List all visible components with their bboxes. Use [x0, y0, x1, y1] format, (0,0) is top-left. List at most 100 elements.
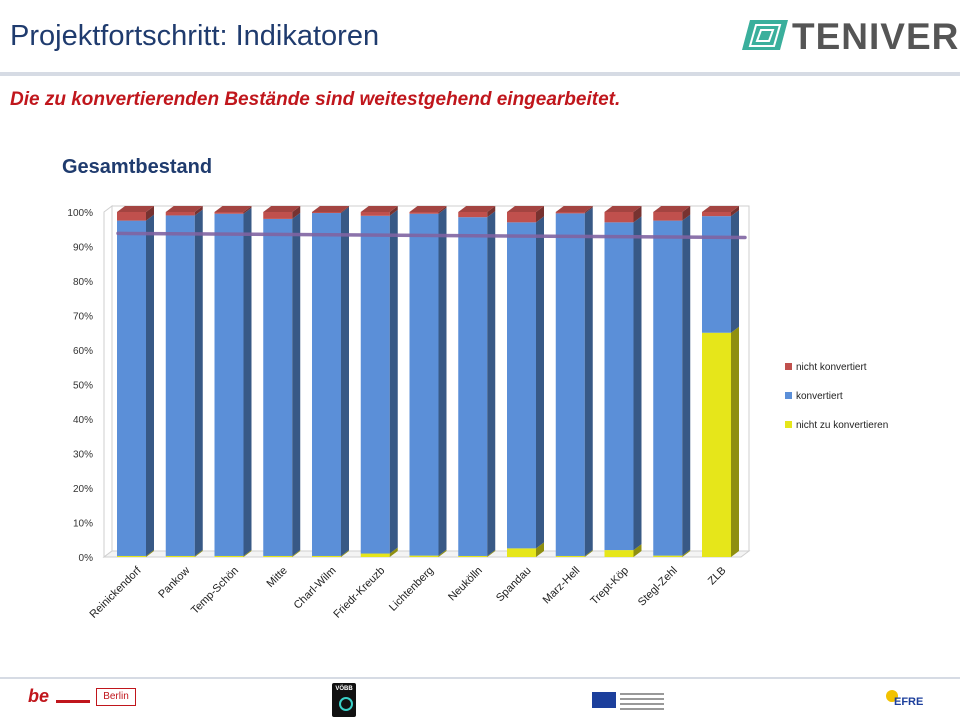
- bar-top-face: [117, 206, 154, 212]
- bar-segment-side: [487, 549, 496, 557]
- teniver-logo-mark: [742, 20, 788, 50]
- bar-segment-front: [312, 213, 341, 556]
- bar-segment-side: [243, 207, 252, 556]
- bar-segment-side: [389, 209, 398, 554]
- bar-top-face: [653, 206, 691, 212]
- bar-segment: [458, 211, 496, 556]
- bar-segment: [458, 206, 496, 218]
- bar-segment-front: [214, 213, 244, 556]
- bar-segment: [555, 207, 593, 556]
- bar-top-face: [702, 206, 739, 212]
- bar-segment: [702, 206, 739, 217]
- bar-segment-front: [214, 212, 244, 214]
- be-berlin-logo: be Berlin: [28, 684, 138, 708]
- chart-legend: nicht konvertiert konvertiert nicht zu kon…: [785, 362, 888, 431]
- bar-segment-side: [194, 209, 203, 556]
- x-tick-label: Mitte: [265, 565, 290, 590]
- bar-segment: [653, 206, 691, 221]
- bar-segment: [312, 206, 349, 214]
- efre-logo-text: EFRE: [894, 696, 924, 708]
- bar-segment-side: [487, 206, 496, 218]
- y-tick-label: 30%: [73, 450, 93, 461]
- bar-segment-front: [555, 212, 585, 214]
- bar-segment-front: [507, 548, 536, 557]
- bar-segment-front: [458, 217, 488, 556]
- slide-subtitle: Die zu konvertierenden Bestände sind wei…: [10, 89, 621, 110]
- legend-item: konvertiert: [785, 391, 843, 402]
- bar-segment: [312, 549, 349, 557]
- bar-segment: [165, 206, 203, 216]
- bar-segment-front: [653, 220, 683, 556]
- x-tick-label: Friedr-Kreuzb: [331, 565, 387, 621]
- bar-segment-front: [165, 215, 195, 556]
- header-divider: [0, 72, 960, 76]
- bar-segment: [117, 214, 154, 556]
- bar-segment-side: [584, 206, 593, 214]
- bar-segment: [507, 206, 544, 223]
- bar-top-face: [263, 206, 301, 212]
- bar-segment: [360, 209, 398, 554]
- bar-segment-front: [507, 222, 536, 549]
- y-tick-label: 50%: [73, 381, 93, 392]
- bar-segment-front: [263, 555, 293, 557]
- page-title: Projektfortschritt: Indikatoren: [10, 20, 380, 52]
- bar-segment-front: [555, 555, 585, 557]
- bar-segment-front: [702, 332, 731, 557]
- bar-top-face: [214, 206, 252, 212]
- bar-segment: [604, 544, 642, 557]
- bar-segment: [214, 206, 252, 214]
- bar-segment-side: [292, 212, 301, 556]
- x-tick-label: Charl-Wilm: [292, 565, 339, 612]
- bar-segment-side: [487, 211, 496, 556]
- legend-swatch: [785, 421, 792, 428]
- bar-segment-front: [312, 555, 341, 557]
- bar-segment: [555, 549, 593, 557]
- y-tick-label: 10%: [73, 519, 93, 530]
- bar-segment-front: [165, 212, 195, 216]
- y-tick-label: 80%: [73, 277, 93, 288]
- bar-segment-front: [702, 216, 731, 333]
- bar-segment-side: [194, 549, 203, 557]
- efre-logo: EFRE: [884, 684, 934, 718]
- bar-segment-side: [536, 206, 544, 223]
- bar-segment-side: [389, 206, 398, 216]
- chart-bars: [117, 206, 739, 557]
- bar-segment: [653, 549, 691, 557]
- bar-segment-front: [458, 555, 488, 557]
- bar-segment-side: [584, 207, 593, 556]
- bar-segment: [214, 549, 252, 557]
- bar-segment: [555, 206, 593, 214]
- bar-segment-front: [117, 555, 146, 557]
- y-tick-label: 20%: [73, 484, 93, 495]
- bar-segment-side: [146, 214, 154, 556]
- bar-segment: [653, 214, 691, 556]
- bar-segment-side: [682, 549, 691, 557]
- bar-segment-side: [731, 206, 739, 217]
- teniver-logo-text: TENIVER: [792, 16, 960, 57]
- bar-segment-front: [409, 213, 439, 556]
- legend-item: nicht konvertiert: [785, 362, 867, 373]
- bar-segment: [604, 206, 642, 223]
- eu-flag-logo: [592, 690, 664, 712]
- y-tick-label: 100%: [67, 208, 93, 219]
- bar-segment: [507, 216, 544, 549]
- bar-segment-side: [243, 549, 252, 557]
- bar-segment-front: [604, 212, 634, 223]
- y-tick-label: 70%: [73, 312, 93, 323]
- be-logo-text: be: [28, 686, 50, 706]
- bar-top-face: [458, 206, 496, 212]
- bar-segment: [165, 549, 203, 557]
- legend-swatch: [785, 363, 792, 370]
- bar-segment-front: [409, 555, 439, 557]
- eu-logo-caption: [620, 690, 664, 710]
- bar-segment: [312, 207, 349, 556]
- bar-segment-side: [438, 549, 447, 557]
- voebb-logo-text: VÖBB: [335, 686, 353, 692]
- x-tick-label: Stegl-Zehl: [636, 565, 680, 609]
- bar-segment: [214, 207, 252, 556]
- bar-segment-side: [341, 549, 349, 557]
- bar-segment-side: [146, 206, 154, 221]
- bar-segment: [702, 210, 739, 333]
- bar-segment-front: [507, 212, 536, 223]
- bar-segment: [117, 549, 154, 557]
